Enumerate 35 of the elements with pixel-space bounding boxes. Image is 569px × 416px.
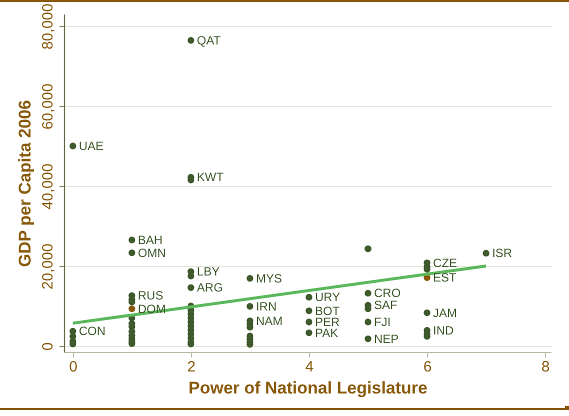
annotation: URY xyxy=(314,290,340,304)
y-tick-label: 0 xyxy=(40,342,56,351)
x-tick-label: 6 xyxy=(423,358,432,376)
annotation: FJI xyxy=(374,315,391,329)
y-axis-title: GDP per Capita 2006 xyxy=(16,100,34,267)
annotation: BOT xyxy=(314,304,340,318)
annotation: NAM xyxy=(256,314,283,328)
annotation: SAF xyxy=(374,298,398,312)
annotation: EST xyxy=(433,270,458,285)
annotation: QAT xyxy=(196,33,222,48)
annotation: OMN xyxy=(138,246,166,260)
annotation: CRO xyxy=(374,286,401,300)
annotation: KWT xyxy=(196,170,224,184)
annotation: MYS xyxy=(256,271,282,286)
y-tick-label: 40,000 xyxy=(40,164,56,210)
annotation: NEP xyxy=(374,332,399,346)
annotation: IRN xyxy=(256,299,277,314)
annotation: UAE xyxy=(78,139,104,153)
annotation: RUS xyxy=(138,288,164,303)
annotation: JAM xyxy=(433,306,458,320)
y-tick-label: 60,000 xyxy=(40,84,56,130)
x-tick-label: 4 xyxy=(305,358,314,376)
annotation: IND xyxy=(433,323,454,338)
y-tick-label: 80,000 xyxy=(40,4,56,50)
annotation: ISR xyxy=(492,246,512,260)
annotation: ARG xyxy=(196,280,223,295)
annotation: LBY xyxy=(196,264,220,279)
x-tick-label: 2 xyxy=(187,358,196,376)
annotation: CON xyxy=(78,324,106,338)
annotation: CZE xyxy=(433,256,458,270)
annotation: BAH xyxy=(138,233,163,247)
x-tick-label: 8 xyxy=(541,358,550,376)
y-tick-label: 20,000 xyxy=(40,244,56,290)
x-tick-label: 0 xyxy=(69,358,78,376)
x-axis-title: Power of National Legislature xyxy=(188,378,428,398)
